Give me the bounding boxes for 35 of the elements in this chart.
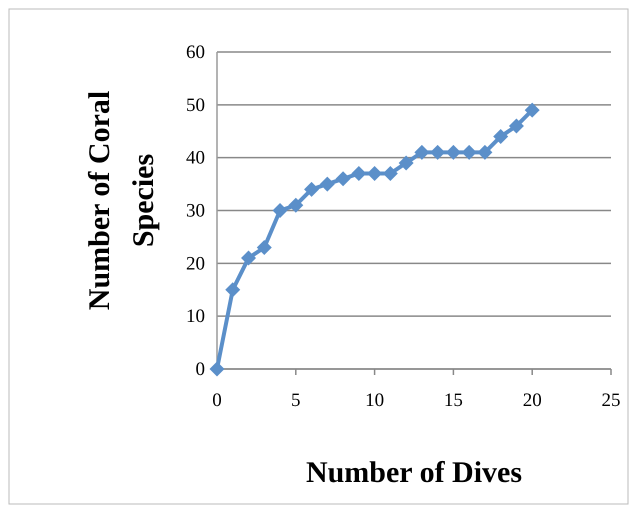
point: [382, 166, 398, 182]
point: [462, 144, 477, 160]
point: [320, 176, 335, 192]
x-axis-title: Number of Dives: [306, 456, 522, 489]
x-tick-label: 5: [291, 390, 301, 411]
point: [256, 240, 272, 255]
x-tick-label: 25: [602, 390, 620, 411]
y-tick-label: 20: [186, 253, 205, 274]
y-tick-label: 0: [196, 359, 205, 380]
y-axis-title: Number of Coral Species: [83, 90, 160, 310]
point: [272, 203, 288, 218]
point: [414, 144, 430, 160]
point: [241, 250, 256, 266]
point: [493, 129, 508, 144]
point: [225, 282, 240, 298]
point: [210, 362, 224, 376]
point: [446, 144, 461, 160]
y-tick-label: 10: [186, 306, 205, 328]
x-tick-label: 20: [522, 390, 542, 411]
point: [508, 118, 524, 134]
point: [477, 144, 492, 160]
point: [304, 182, 320, 197]
y-tick-label: 60: [186, 42, 205, 63]
point: [288, 198, 304, 213]
y-tick-label: 50: [186, 94, 205, 116]
point: [398, 155, 414, 170]
point: [351, 166, 366, 182]
x-tick-label: 10: [365, 390, 384, 411]
point: [524, 102, 540, 118]
point: [430, 144, 446, 160]
y-tick-label: 30: [186, 200, 205, 222]
x-tick-label: 0: [212, 390, 222, 411]
point: [336, 171, 351, 186]
x-tick-label: 15: [444, 390, 463, 411]
y-tick-label: 40: [186, 148, 205, 169]
